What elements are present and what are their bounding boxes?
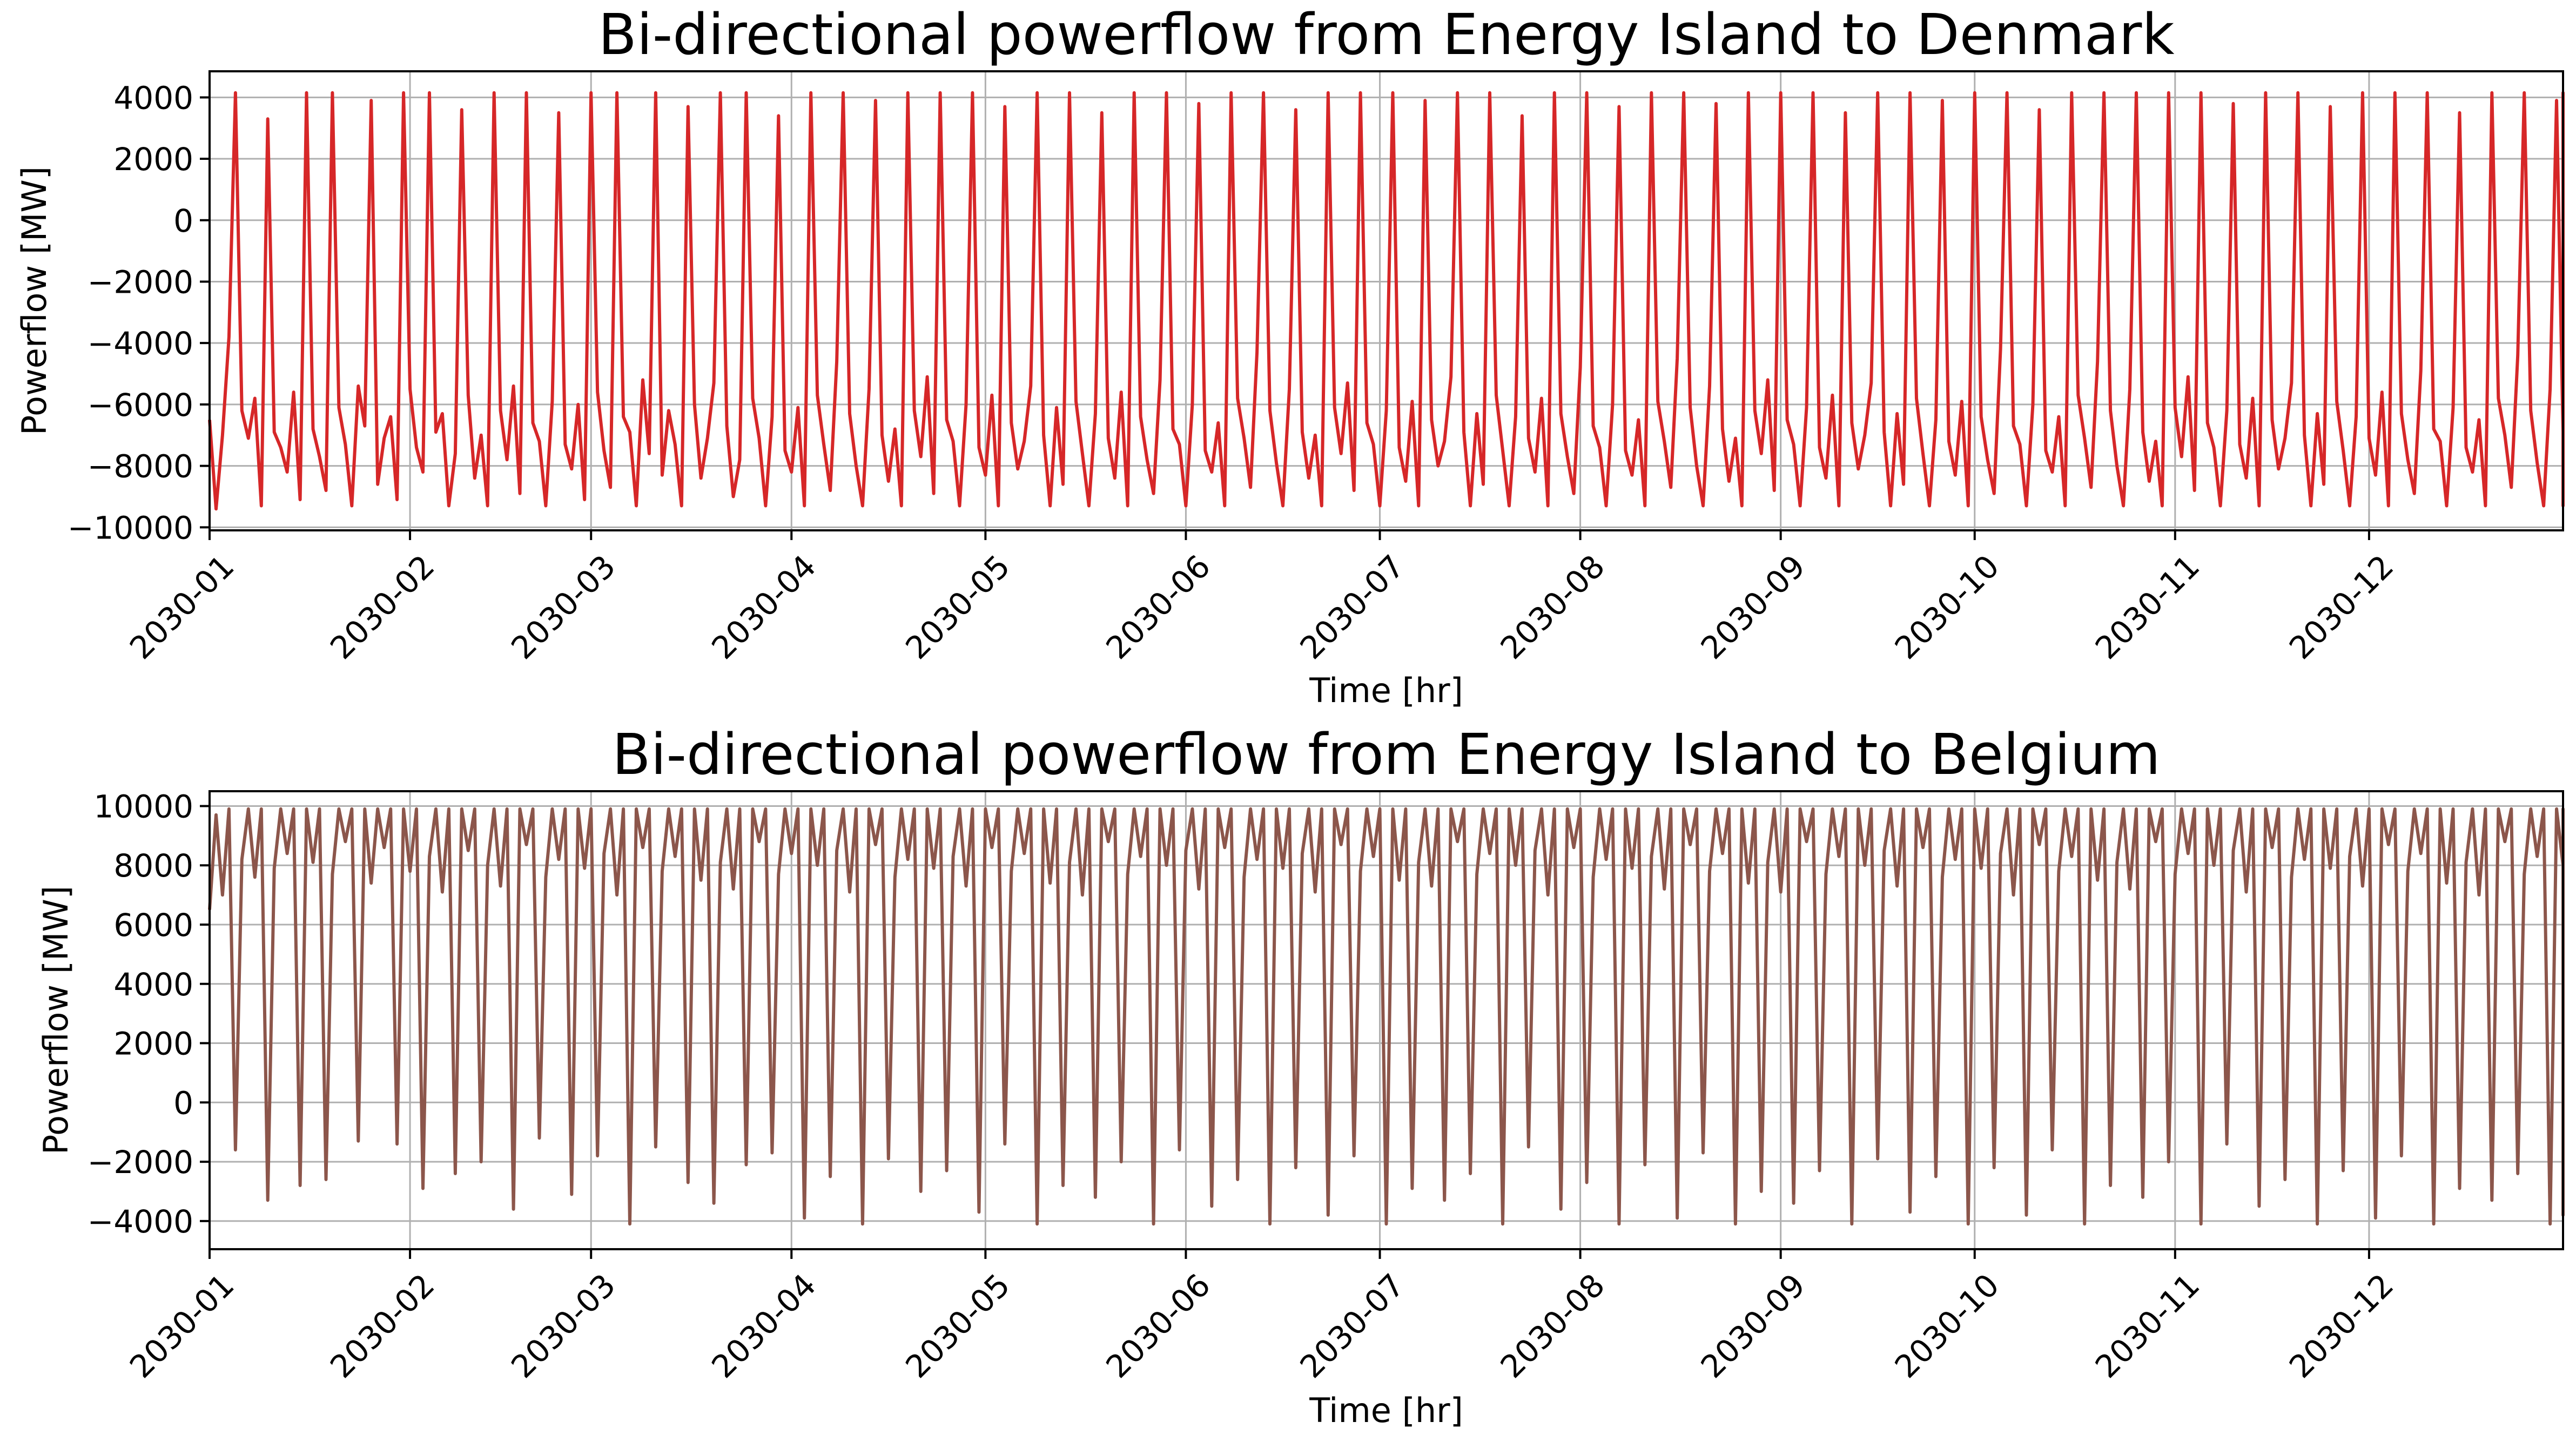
powerflow-series-line: [208, 91, 2565, 511]
y-tick-label: 6000: [113, 907, 193, 944]
y-tick-label: 8000: [113, 847, 193, 884]
y-tick-label: 0: [173, 203, 193, 239]
x-tick-label: 2030-08: [1494, 1266, 1612, 1385]
x-tick-label: 2030-10: [1888, 1266, 2006, 1385]
x-tick-label: 2030-09: [1694, 1266, 1812, 1385]
x-tick-label: 2030-06: [1099, 548, 1217, 666]
y-tick-label: 2000: [113, 141, 193, 178]
chart-title: Bi-directional powerflow from Energy Isl…: [598, 2, 2174, 68]
y-tick-label: −4000: [88, 325, 193, 362]
x-tick-label: 2030-07: [1293, 1266, 1411, 1385]
x-tick-label: 2030-01: [123, 548, 241, 666]
x-tick-label: 2030-09: [1694, 548, 1812, 666]
x-tick-label: 2030-11: [2088, 548, 2207, 666]
y-tick-label: −10000: [68, 509, 193, 546]
x-tick-label: 2030-03: [504, 548, 622, 666]
x-tick-label: 2030-11: [2088, 1266, 2207, 1385]
x-tick-label: 2030-08: [1494, 548, 1612, 666]
x-tick-label: 2030-04: [704, 548, 823, 666]
y-tick-label: −6000: [88, 387, 193, 423]
y-tick-label: 4000: [113, 79, 193, 116]
x-tick-label: 2030-05: [898, 1266, 1017, 1385]
y-tick-label: 0: [173, 1084, 193, 1121]
x-tick-label: 2030-12: [2282, 548, 2400, 666]
plot-frame: [208, 790, 2564, 1250]
x-tick-label: 2030-03: [504, 1266, 622, 1385]
chart-title: Bi-directional powerflow from Energy Isl…: [612, 722, 2160, 787]
x-tick-label: 2030-05: [898, 548, 1017, 666]
y-tick-label: 10000: [93, 788, 193, 825]
x-tick-label: 2030-02: [323, 548, 441, 666]
powerflow-series-line: [208, 807, 2565, 1226]
y-tick-label: 4000: [113, 966, 193, 1003]
y-tick-label: 2000: [113, 1026, 193, 1062]
x-tick-label: 2030-01: [123, 1266, 241, 1385]
x-tick-label: 2030-12: [2282, 1266, 2400, 1385]
x-tick-label: 2030-06: [1099, 1266, 1217, 1385]
x-tick-label: 2030-02: [323, 1266, 441, 1385]
x-axis-label: Time [hr]: [1309, 671, 1463, 710]
x-tick-label: 2030-04: [704, 1266, 823, 1385]
belgium-powerflow-chart: Bi-directional powerflow from Energy Isl…: [36, 722, 2565, 1430]
x-tick-label: 2030-10: [1888, 548, 2006, 666]
y-tick-label: −2000: [88, 1144, 193, 1181]
y-axis-label: Powerflow [MW]: [15, 166, 54, 435]
x-axis-label: Time [hr]: [1309, 1391, 1463, 1430]
denmark-powerflow-chart: Bi-directional powerflow from Energy Isl…: [15, 2, 2565, 710]
plot-frame: [208, 70, 2564, 531]
x-tick-label: 2030-07: [1293, 548, 1411, 666]
y-tick-label: −4000: [88, 1203, 193, 1240]
y-tick-label: −8000: [88, 448, 193, 485]
y-tick-label: −2000: [88, 264, 193, 300]
y-axis-label: Powerflow [MW]: [36, 886, 76, 1155]
